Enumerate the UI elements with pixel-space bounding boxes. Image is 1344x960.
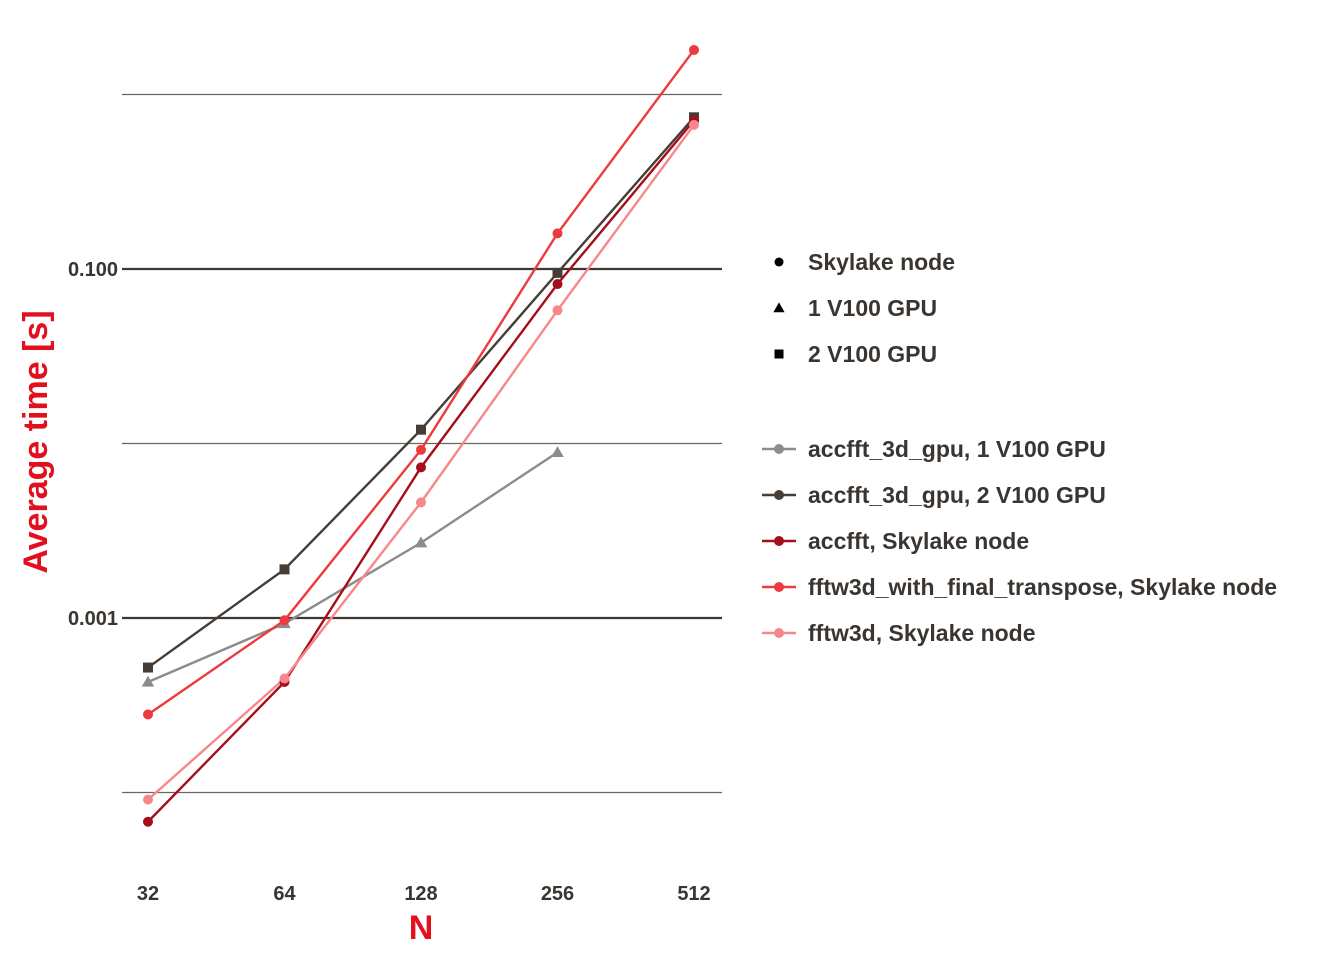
gridlines [122,93,722,794]
data-point [141,675,155,687]
series-legend-label: fftw3d, Skylake node [808,620,1036,646]
series-legend-label: fftw3d_with_final_transpose, Skylake nod… [808,574,1277,600]
data-point [552,279,563,290]
y-tick-label: 0.001 [68,608,118,630]
series-legend-label: accfft, Skylake node [808,528,1029,554]
data-point [416,497,426,508]
data-point [551,446,564,458]
data-point [552,305,563,316]
series-line-2 [147,116,695,669]
legend-point [774,582,784,592]
y-axis-title: Average time [s] [17,310,55,573]
y-tick-labels: 0.001 0.100 [68,259,118,630]
marker-legend-label: 2 V100 GPU [808,341,937,367]
data-point [689,44,699,55]
series-lines [147,49,695,823]
x-tick-label: 64 [273,883,296,905]
series-markers [141,44,699,827]
series-legend-label: accfft_3d_gpu, 1 V100 GPU [808,436,1106,462]
x-tick-label: 32 [137,883,159,905]
marker-legend: Skylake node 1 V100 GPU 2 V100 GPU [773,249,955,367]
data-point [416,444,426,455]
data-point [416,424,426,435]
legend-marker-triangle [773,302,785,313]
series-line-1 [147,451,559,684]
series-legend-label: accfft_3d_gpu, 2 V100 GPU [808,482,1106,508]
marker-legend-label: Skylake node [808,249,955,275]
legend-marker-square [774,349,784,359]
data-point [279,673,290,684]
x-tick-label: 128 [404,883,437,905]
x-tick-label: 256 [541,883,574,905]
legend-marker-circle [774,257,784,267]
data-point [414,536,428,548]
data-point [143,794,153,805]
data-point [279,564,290,575]
legend-point [774,628,784,638]
legend-point [774,536,784,546]
x-tick-label: 512 [677,883,710,905]
data-point [143,662,153,673]
data-point [689,119,699,130]
legend-point [774,444,784,454]
data-point [143,709,153,720]
series-line-4 [147,49,695,716]
legend-point [774,490,784,500]
data-point [552,267,563,278]
series-line-5 [147,124,695,801]
data-point [416,462,426,473]
series-legend: accfft_3d_gpu, 1 V100 GPU accfft_3d_gpu, … [762,436,1277,646]
data-point [143,816,153,827]
data-point [552,228,563,239]
marker-legend-label: 1 V100 GPU [808,295,937,321]
y-tick-label: 0.100 [68,259,118,281]
data-point [279,615,290,626]
x-axis-title: N [409,909,434,947]
x-tick-labels: 32 64 128 256 512 [137,883,711,905]
